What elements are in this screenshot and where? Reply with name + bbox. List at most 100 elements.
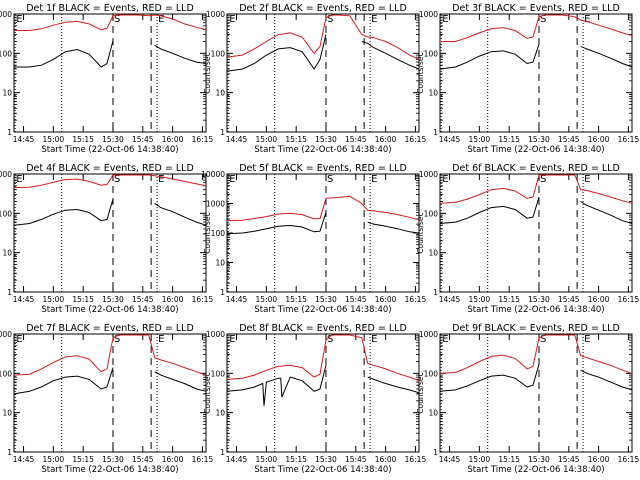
- marker-label: E: [371, 334, 377, 345]
- marker-label: S: [114, 14, 120, 25]
- y-tick-label: 1000: [0, 170, 12, 179]
- series-lld-line: [13, 334, 207, 376]
- panel-title: Det 1f BLACK = Events, RED = LLD: [26, 3, 194, 14]
- panel-title: Det 5f BLACK = Events, RED = LLD: [239, 163, 407, 174]
- x-tick-label: 15:15: [498, 455, 520, 464]
- marker-label: E: [371, 174, 377, 185]
- x-tick-label: 16:15: [192, 135, 214, 144]
- x-tick-label: 15:15: [285, 135, 307, 144]
- x-tick-label: 16:00: [162, 455, 184, 464]
- x-tick-label: 14:45: [439, 455, 461, 464]
- x-tick-label: 15:15: [285, 295, 307, 304]
- x-tick-label: 16:15: [192, 295, 214, 304]
- x-tick-label: 16:00: [375, 135, 397, 144]
- y-tick-label: 10000: [201, 170, 225, 179]
- x-tick-label: 15:15: [498, 135, 520, 144]
- x-tick-label: 15:45: [132, 455, 154, 464]
- y-tick-label: 1: [433, 288, 438, 297]
- x-tick-label: 15:30: [528, 295, 550, 304]
- y-axis-label: Counts/sec: [203, 212, 212, 253]
- x-tick-label: 15:30: [315, 455, 337, 464]
- y-tick-label: 100: [211, 229, 226, 238]
- y-tick-label: 1000: [206, 10, 225, 19]
- y-tick-label: 1000: [0, 330, 12, 339]
- x-axis-label: Start Time (22-Oct-06 14:38:40): [254, 145, 391, 155]
- series-lld-line: [439, 174, 633, 204]
- x-tick-label: 16:15: [405, 455, 427, 464]
- x-tick-label: 15:45: [345, 295, 367, 304]
- x-axis-label: Start Time (22-Oct-06 14:38:40): [41, 465, 178, 475]
- plot-frame: [13, 173, 207, 293]
- marker-label: S: [540, 334, 546, 345]
- y-tick-label: 10: [2, 409, 12, 418]
- y-tick-label: 1: [7, 128, 12, 137]
- x-tick-label: 16:00: [162, 135, 184, 144]
- x-tick-label: 14:45: [226, 295, 248, 304]
- y-tick-label: 100: [424, 49, 439, 58]
- y-axis-label: Counts/sec: [203, 52, 212, 93]
- x-tick-label: 15:45: [558, 295, 580, 304]
- x-axis-label: Start Time (22-Oct-06 14:38:40): [467, 145, 604, 155]
- x-tick-label: 15:00: [43, 455, 65, 464]
- y-tick-label: 1: [433, 128, 438, 137]
- x-tick-label: 16:00: [588, 455, 610, 464]
- x-tick-label: 15:45: [558, 135, 580, 144]
- series-events-line: [439, 44, 633, 70]
- x-tick-label: 15:45: [345, 135, 367, 144]
- marker-label: E: [584, 14, 590, 25]
- x-tick-label: 15:30: [102, 455, 124, 464]
- y-tick-label: 100: [0, 209, 12, 218]
- x-tick-label: 15:15: [72, 455, 94, 464]
- marker-label: S: [327, 14, 333, 25]
- y-tick-label: 1: [220, 128, 225, 137]
- x-tick-label: 14:45: [439, 135, 461, 144]
- series-events-line: [439, 364, 633, 392]
- plot-frame: [226, 333, 420, 453]
- x-tick-label: 15:30: [102, 135, 124, 144]
- x-tick-label: 15:15: [72, 135, 94, 144]
- x-tick-label: 15:30: [102, 295, 124, 304]
- plot-frame: [439, 13, 633, 133]
- x-tick-label: 16:15: [192, 455, 214, 464]
- marker-label: S: [114, 174, 120, 185]
- marker-label: E: [158, 174, 164, 185]
- x-tick-label: 16:00: [588, 295, 610, 304]
- marker-label: E: [371, 14, 377, 25]
- panel-3: Det 3f BLACK = Events, RED = LLD 1 10 100 10…: [416, 3, 639, 155]
- panel-1: Det 1f BLACK = Events, RED = LLD 1 10 100 10…: [0, 3, 213, 155]
- y-tick-label: 100: [0, 369, 12, 378]
- y-tick-label: 10: [428, 249, 438, 258]
- plot-frame: [13, 13, 207, 133]
- marker-label: S: [540, 174, 546, 185]
- y-tick-label: 1000: [419, 330, 438, 339]
- series-lld-line: [226, 195, 420, 222]
- x-axis-label: Start Time (22-Oct-06 14:38:40): [254, 305, 391, 315]
- x-axis-label: Start Time (22-Oct-06 14:38:40): [41, 305, 178, 315]
- x-axis-label: Start Time (22-Oct-06 14:38:40): [254, 465, 391, 475]
- marker-label: E: [584, 334, 590, 345]
- series-lld-line: [14, 14, 207, 31]
- y-tick-label: 10: [215, 89, 225, 98]
- marker-label: E: [229, 14, 235, 25]
- x-tick-label: 15:00: [469, 455, 491, 464]
- x-tick-label: 14:45: [439, 295, 461, 304]
- marker-label: E: [229, 334, 235, 345]
- x-tick-label: 14:45: [13, 295, 35, 304]
- plot-frame: [13, 333, 207, 453]
- x-tick-label: 16:00: [375, 455, 397, 464]
- y-tick-label: 10: [215, 409, 225, 418]
- marker-label: E: [442, 174, 448, 185]
- x-tick-label: 14:45: [13, 135, 35, 144]
- panel-title: Det 9f BLACK = Events, RED = LLD: [452, 323, 620, 334]
- x-tick-label: 16:00: [375, 295, 397, 304]
- panel-title: Det 7f BLACK = Events, RED = LLD: [26, 323, 194, 334]
- panel-7: Det 7f BLACK = Events, RED = LLD 1 10 100 10…: [0, 323, 213, 475]
- marker-label: S: [540, 14, 546, 25]
- x-tick-label: 16:15: [618, 295, 640, 304]
- x-tick-label: 15:00: [256, 455, 278, 464]
- y-tick-label: 1: [220, 448, 225, 457]
- x-tick-label: 15:45: [345, 455, 367, 464]
- y-axis-label: Counts/sec: [416, 372, 425, 413]
- y-tick-label: 10: [428, 409, 438, 418]
